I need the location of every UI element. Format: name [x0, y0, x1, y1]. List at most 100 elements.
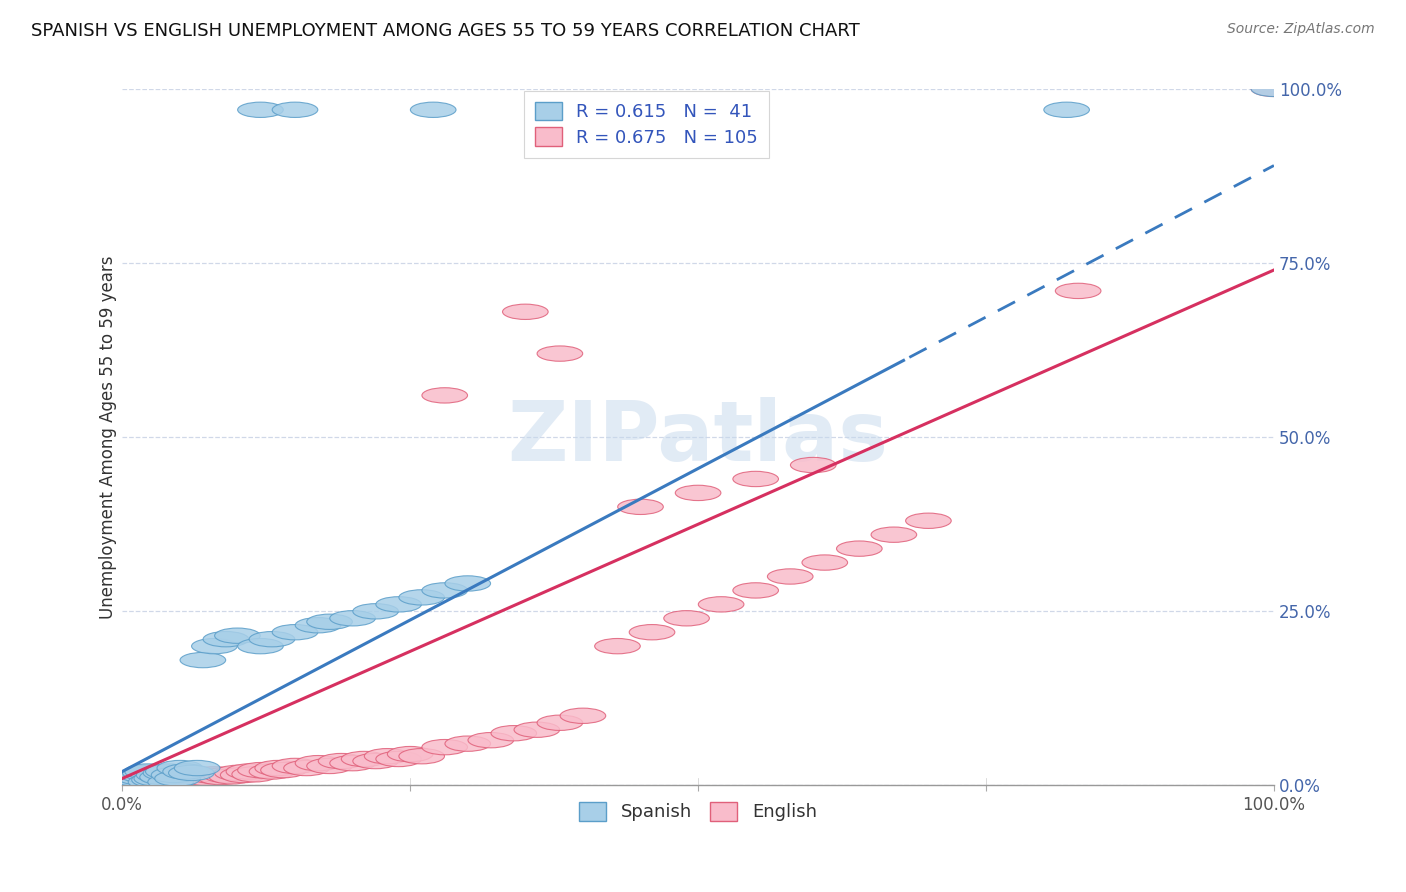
Ellipse shape: [155, 771, 200, 786]
Ellipse shape: [127, 771, 172, 786]
Ellipse shape: [122, 773, 169, 789]
Ellipse shape: [143, 773, 188, 789]
Ellipse shape: [837, 541, 882, 557]
Ellipse shape: [139, 770, 184, 785]
Ellipse shape: [375, 751, 422, 766]
Ellipse shape: [1251, 81, 1296, 96]
Ellipse shape: [197, 770, 243, 785]
Ellipse shape: [107, 772, 152, 788]
Ellipse shape: [699, 597, 744, 612]
Ellipse shape: [537, 346, 582, 361]
Text: SPANISH VS ENGLISH UNEMPLOYMENT AMONG AGES 55 TO 59 YEARS CORRELATION CHART: SPANISH VS ENGLISH UNEMPLOYMENT AMONG AG…: [31, 22, 859, 40]
Ellipse shape: [388, 747, 433, 762]
Ellipse shape: [295, 617, 340, 633]
Ellipse shape: [138, 774, 183, 789]
Ellipse shape: [318, 754, 364, 769]
Ellipse shape: [162, 768, 207, 783]
Ellipse shape: [353, 604, 398, 619]
Ellipse shape: [664, 611, 710, 626]
Ellipse shape: [238, 639, 283, 654]
Ellipse shape: [232, 766, 277, 782]
Ellipse shape: [186, 771, 232, 786]
Ellipse shape: [117, 770, 162, 785]
Ellipse shape: [905, 513, 952, 528]
Ellipse shape: [330, 611, 375, 626]
Ellipse shape: [163, 764, 208, 780]
Ellipse shape: [1043, 103, 1090, 118]
Ellipse shape: [630, 624, 675, 640]
Ellipse shape: [128, 772, 174, 788]
Text: ZIPatlas: ZIPatlas: [508, 397, 889, 478]
Ellipse shape: [307, 758, 353, 773]
Ellipse shape: [111, 772, 156, 788]
Ellipse shape: [491, 725, 537, 741]
Ellipse shape: [515, 722, 560, 738]
Ellipse shape: [145, 770, 190, 785]
Ellipse shape: [191, 639, 238, 654]
Ellipse shape: [134, 772, 180, 788]
Ellipse shape: [273, 103, 318, 118]
Ellipse shape: [173, 767, 219, 782]
Ellipse shape: [111, 772, 156, 788]
Ellipse shape: [145, 764, 191, 780]
Ellipse shape: [422, 388, 468, 403]
Y-axis label: Unemployment Among Ages 55 to 59 years: Unemployment Among Ages 55 to 59 years: [100, 255, 117, 619]
Ellipse shape: [209, 769, 254, 784]
Ellipse shape: [190, 768, 235, 783]
Ellipse shape: [174, 760, 219, 776]
Ellipse shape: [117, 773, 162, 789]
Ellipse shape: [172, 770, 217, 785]
Ellipse shape: [353, 754, 398, 769]
Ellipse shape: [307, 614, 353, 630]
Ellipse shape: [157, 760, 202, 776]
Ellipse shape: [226, 764, 271, 780]
Ellipse shape: [114, 771, 160, 786]
Ellipse shape: [148, 774, 194, 789]
Ellipse shape: [176, 771, 221, 786]
Ellipse shape: [183, 767, 228, 782]
Ellipse shape: [155, 772, 200, 788]
Ellipse shape: [108, 775, 155, 790]
Ellipse shape: [112, 774, 157, 789]
Ellipse shape: [342, 751, 387, 766]
Ellipse shape: [163, 770, 208, 785]
Ellipse shape: [375, 597, 422, 612]
Legend: Spanish, English: Spanish, English: [572, 795, 824, 829]
Ellipse shape: [249, 632, 295, 647]
Ellipse shape: [120, 774, 165, 789]
Ellipse shape: [169, 768, 214, 783]
Ellipse shape: [136, 767, 181, 782]
Ellipse shape: [152, 768, 198, 783]
Ellipse shape: [141, 771, 187, 786]
Ellipse shape: [191, 766, 238, 782]
Text: Source: ZipAtlas.com: Source: ZipAtlas.com: [1227, 22, 1375, 37]
Ellipse shape: [105, 774, 150, 789]
Ellipse shape: [468, 732, 513, 747]
Ellipse shape: [399, 748, 444, 764]
Ellipse shape: [132, 773, 179, 789]
Ellipse shape: [537, 715, 582, 731]
Ellipse shape: [444, 736, 491, 751]
Ellipse shape: [125, 774, 170, 789]
Ellipse shape: [1251, 81, 1296, 96]
Ellipse shape: [399, 590, 444, 605]
Ellipse shape: [202, 767, 249, 782]
Ellipse shape: [330, 756, 375, 771]
Ellipse shape: [295, 756, 340, 771]
Ellipse shape: [675, 485, 721, 500]
Ellipse shape: [249, 764, 295, 780]
Ellipse shape: [733, 582, 779, 598]
Ellipse shape: [273, 758, 318, 773]
Ellipse shape: [131, 771, 176, 786]
Ellipse shape: [502, 304, 548, 319]
Ellipse shape: [125, 764, 170, 780]
Ellipse shape: [132, 772, 177, 788]
Ellipse shape: [422, 582, 468, 598]
Ellipse shape: [166, 771, 212, 786]
Ellipse shape: [134, 771, 180, 786]
Ellipse shape: [215, 628, 260, 643]
Ellipse shape: [260, 763, 307, 778]
Ellipse shape: [215, 765, 260, 780]
Ellipse shape: [180, 770, 226, 785]
Ellipse shape: [127, 773, 173, 789]
